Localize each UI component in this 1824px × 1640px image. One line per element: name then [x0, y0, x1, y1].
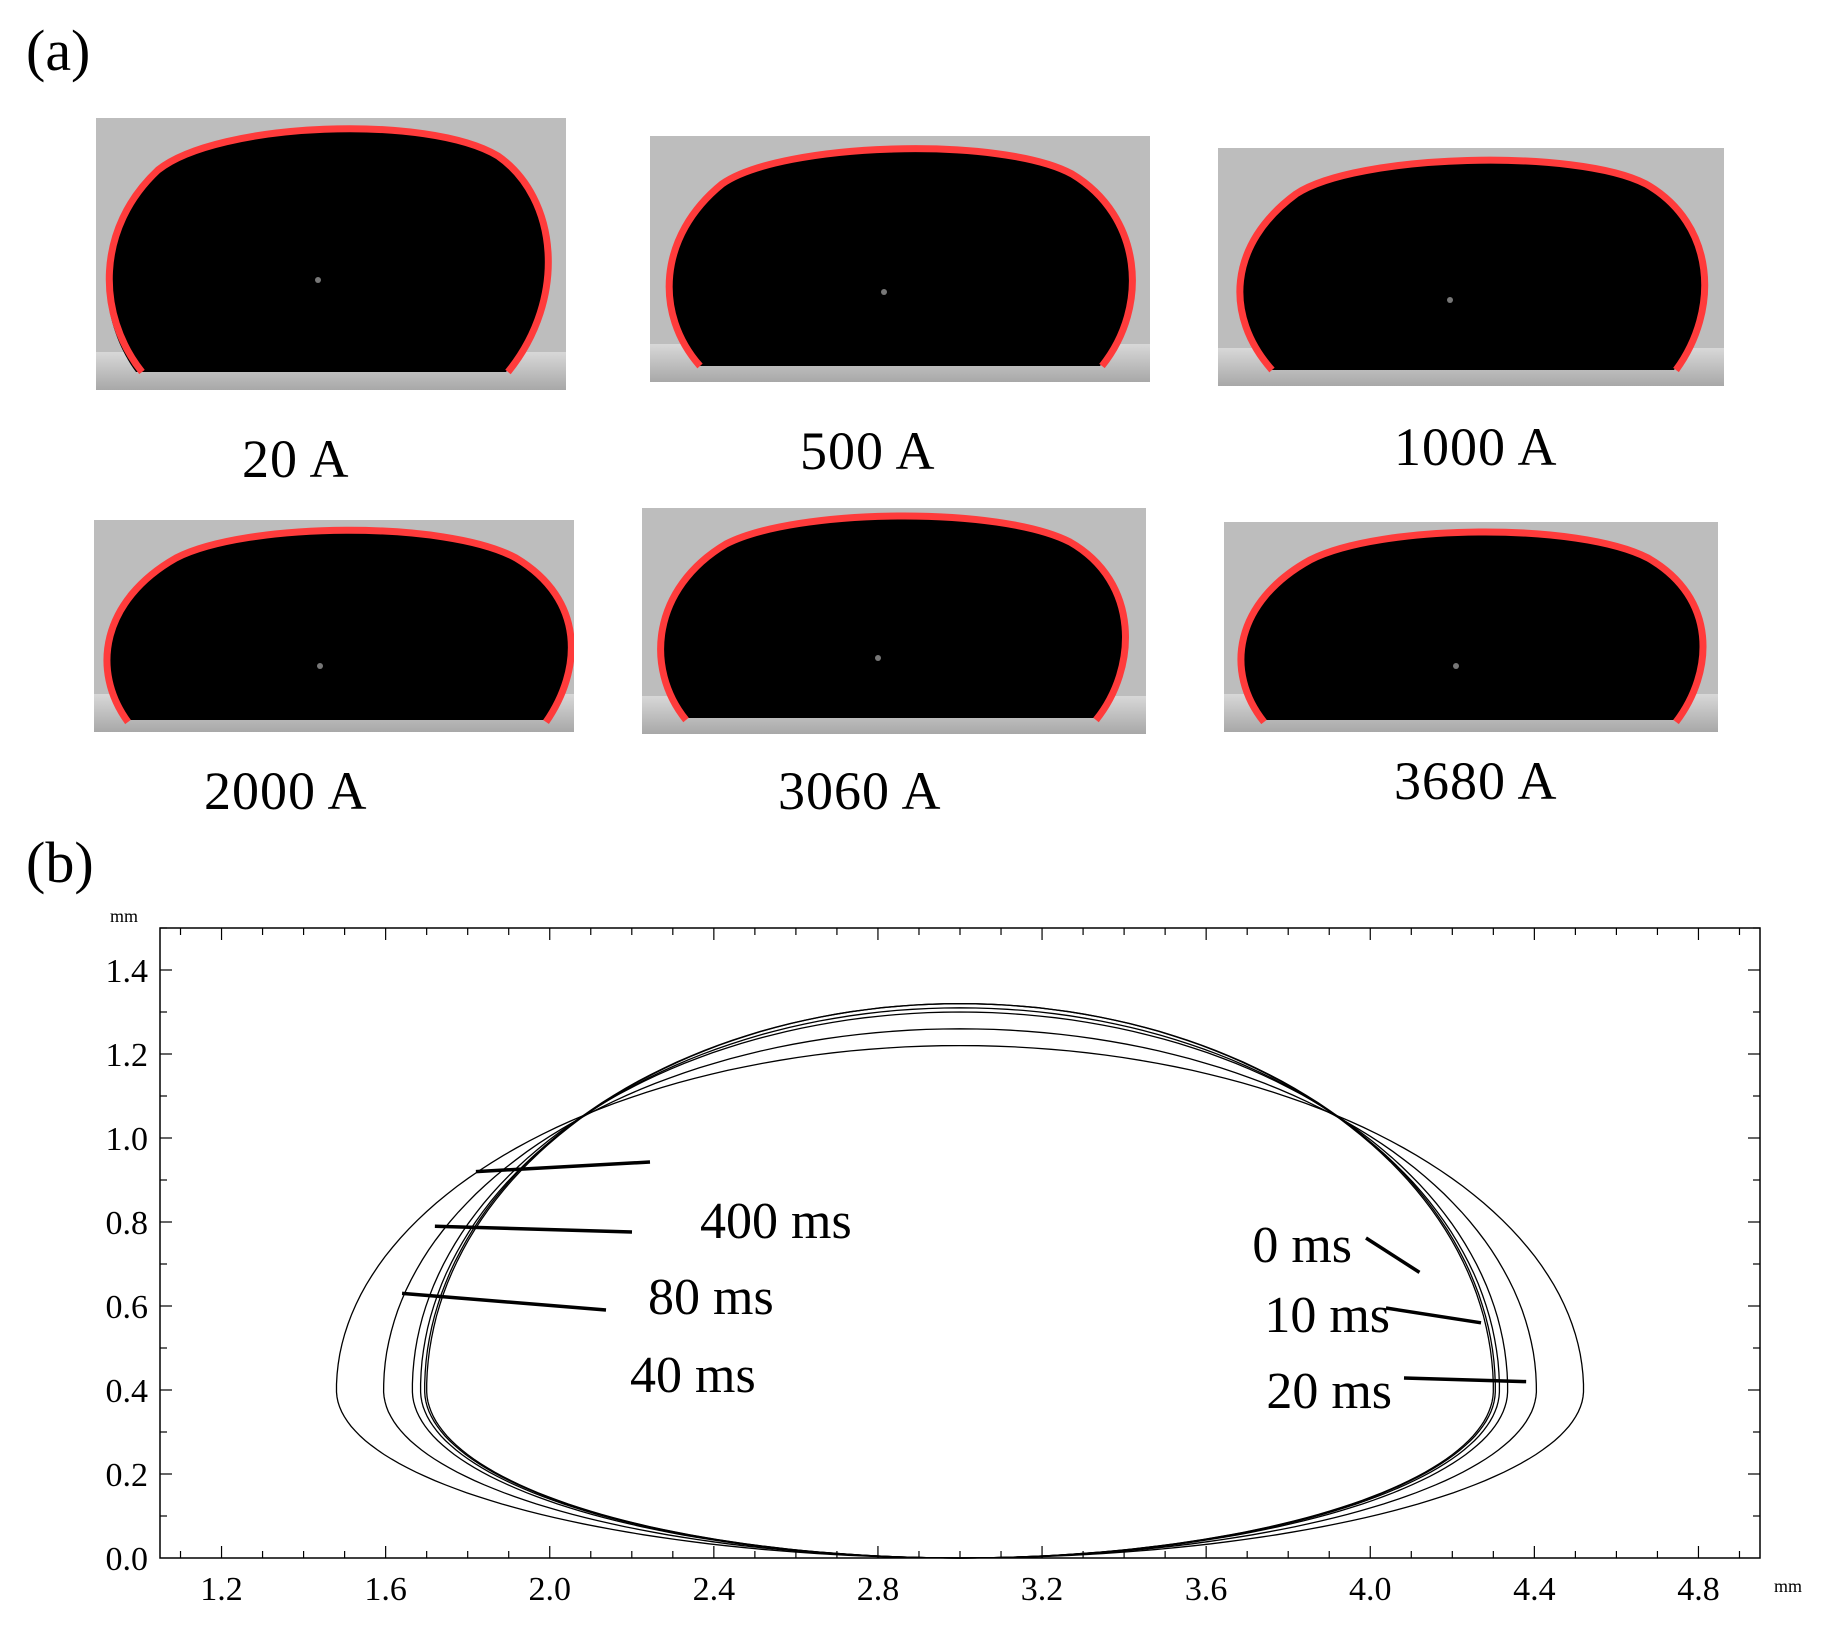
contour-20-ms	[411, 1011, 1509, 1559]
leader-line	[1365, 1236, 1421, 1274]
leader-line	[434, 1224, 633, 1234]
droplet-shape	[657, 512, 1129, 723]
droplet-shape	[1237, 528, 1707, 725]
x-tick-label: 2.8	[857, 1571, 900, 1608]
y-tick-label: 0.0	[106, 1541, 149, 1578]
current-label: 500 A	[800, 421, 936, 481]
x-tick-label: 1.2	[200, 1571, 243, 1608]
contour-curves	[335, 1002, 1585, 1559]
current-label: 1000 A	[1394, 417, 1558, 477]
annotation-label: 20 ms	[1266, 1363, 1392, 1420]
y-tick-label: 0.8	[106, 1205, 149, 1242]
leader-line	[1403, 1376, 1527, 1384]
leader-line	[475, 1160, 651, 1174]
x-tick-label: 4.4	[1513, 1571, 1556, 1608]
current-label: 3680 A	[1394, 751, 1558, 811]
y-unit-label: mm	[110, 906, 138, 926]
current-label: 3060 A	[778, 761, 942, 821]
y-tick-label: 0.6	[106, 1289, 149, 1326]
x-tick-label: 3.2	[1021, 1571, 1064, 1608]
x-tick-label: 2.0	[528, 1571, 571, 1608]
contour-80-ms	[424, 1002, 1496, 1559]
droplet-image	[96, 118, 566, 390]
x-tick-label: 1.6	[364, 1571, 407, 1608]
panel-a-label: (a)	[26, 18, 91, 83]
x-tick-label: 4.8	[1677, 1571, 1720, 1608]
droplet-shape	[105, 125, 552, 375]
panel-b-label: (b)	[26, 830, 94, 895]
annotation-label: 40 ms	[630, 1347, 756, 1404]
y-tick-label: 0.4	[106, 1373, 149, 1410]
droplet-shape	[665, 145, 1136, 369]
annotation-label: 0 ms	[1252, 1217, 1352, 1274]
x-tick-label: 3.6	[1185, 1571, 1228, 1608]
x-tick-label: 4.0	[1349, 1571, 1392, 1608]
annotation-label: 10 ms	[1264, 1287, 1390, 1344]
annotations: 400 ms 80 ms 40 ms 0 ms 10 ms 20 ms	[401, 1160, 1527, 1420]
contour-10-ms	[382, 1028, 1538, 1559]
leader-line	[401, 1291, 607, 1312]
contour-40-ms	[419, 1007, 1501, 1559]
droplet-image	[1224, 522, 1718, 732]
y-tick-label: 1.4	[106, 953, 149, 990]
annotation-label: 80 ms	[648, 1269, 774, 1326]
droplet-image	[1218, 148, 1724, 386]
contour-chart: 1.2 1.6 2.0 2.4 2.8 3.2 3.6 4.0 4.4 4.8 0.0 0.2 0.4 0…	[106, 906, 1803, 1608]
droplet-image	[642, 508, 1146, 734]
y-tick-label: 0.2	[106, 1457, 149, 1494]
droplet-shape	[103, 526, 574, 725]
leader-line	[1385, 1306, 1482, 1325]
x-unit-label: mm	[1774, 1576, 1802, 1596]
current-label: 20 A	[242, 429, 350, 489]
droplet-shape	[1236, 156, 1709, 373]
x-tick-label: 2.4	[693, 1571, 736, 1608]
annotation-label: 400 ms	[700, 1193, 852, 1250]
droplet-image	[94, 520, 574, 732]
y-tick-label: 1.0	[106, 1121, 149, 1158]
current-label: 2000 A	[204, 761, 368, 821]
y-tick-label: 1.2	[106, 1037, 149, 1074]
contour-0-ms	[335, 1044, 1585, 1559]
axis-ticks: 1.2 1.6 2.0 2.4 2.8 3.2 3.6 4.0 4.4 4.8 0.0 0.2 0.4 0…	[106, 927, 1760, 1608]
contour-400-ms	[426, 1002, 1494, 1559]
droplet-image	[650, 136, 1150, 382]
